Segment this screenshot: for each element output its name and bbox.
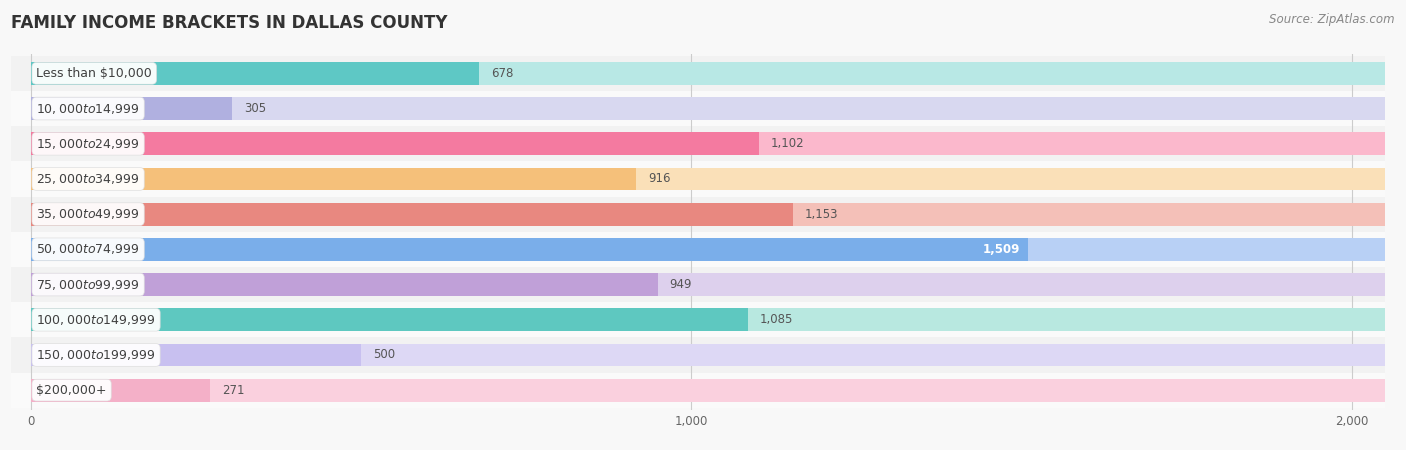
Text: $15,000 to $24,999: $15,000 to $24,999 — [37, 137, 139, 151]
Bar — [11, 126, 1385, 162]
Bar — [31, 132, 759, 155]
Bar — [31, 343, 1385, 366]
Bar — [31, 167, 636, 190]
Bar — [11, 338, 1385, 373]
Bar — [31, 202, 1385, 225]
Bar — [31, 167, 1385, 190]
Text: 1,102: 1,102 — [770, 137, 804, 150]
Bar — [31, 62, 1385, 85]
Text: Less than $10,000: Less than $10,000 — [37, 67, 152, 80]
Bar — [11, 267, 1385, 302]
Text: $35,000 to $49,999: $35,000 to $49,999 — [37, 207, 139, 221]
Text: 1,153: 1,153 — [804, 207, 838, 220]
Text: $25,000 to $34,999: $25,000 to $34,999 — [37, 172, 139, 186]
Text: $200,000+: $200,000+ — [37, 384, 107, 396]
Bar — [11, 197, 1385, 232]
Text: 916: 916 — [648, 172, 671, 185]
Bar — [31, 238, 1385, 261]
Text: 949: 949 — [669, 278, 692, 291]
Bar — [31, 132, 1385, 155]
Text: $75,000 to $99,999: $75,000 to $99,999 — [37, 278, 139, 292]
Text: 1,085: 1,085 — [759, 313, 793, 326]
Text: $150,000 to $199,999: $150,000 to $199,999 — [37, 348, 156, 362]
Bar — [31, 97, 1385, 120]
Bar — [31, 238, 1028, 261]
Text: 305: 305 — [245, 102, 267, 115]
Bar — [11, 91, 1385, 126]
Bar — [11, 302, 1385, 338]
Bar — [31, 308, 1385, 331]
Bar — [11, 232, 1385, 267]
Bar — [31, 308, 748, 331]
Bar — [31, 273, 658, 296]
Text: 1,509: 1,509 — [983, 243, 1019, 256]
Bar — [31, 379, 209, 401]
Text: $10,000 to $14,999: $10,000 to $14,999 — [37, 102, 139, 116]
Bar — [11, 56, 1385, 91]
Text: 271: 271 — [222, 384, 245, 396]
Bar — [31, 343, 361, 366]
Bar — [31, 62, 479, 85]
Bar — [11, 373, 1385, 408]
Text: 500: 500 — [373, 348, 395, 361]
Text: $100,000 to $149,999: $100,000 to $149,999 — [37, 313, 156, 327]
Bar — [31, 97, 232, 120]
Text: 678: 678 — [491, 67, 513, 80]
Bar — [31, 379, 1385, 401]
Bar — [31, 202, 793, 225]
Text: FAMILY INCOME BRACKETS IN DALLAS COUNTY: FAMILY INCOME BRACKETS IN DALLAS COUNTY — [11, 14, 447, 32]
Text: Source: ZipAtlas.com: Source: ZipAtlas.com — [1270, 14, 1395, 27]
Bar — [11, 162, 1385, 197]
Text: $50,000 to $74,999: $50,000 to $74,999 — [37, 243, 139, 256]
Bar — [31, 273, 1385, 296]
